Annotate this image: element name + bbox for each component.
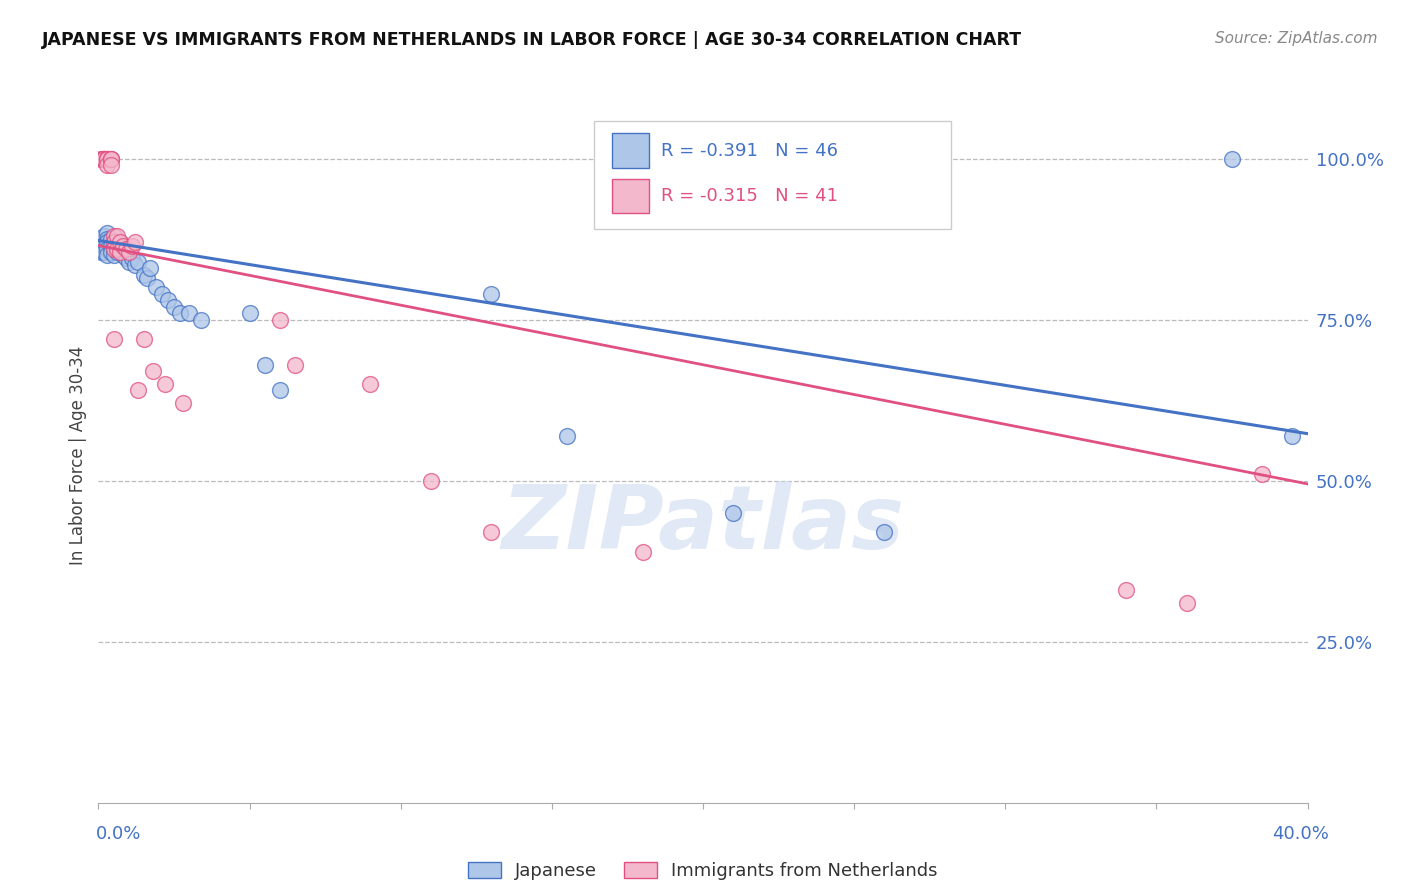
Point — [360, 377, 382, 392]
Point — [481, 286, 503, 301]
Point — [103, 248, 125, 262]
Point — [150, 286, 173, 301]
Point — [145, 280, 167, 294]
Text: 0.0%: 0.0% — [96, 825, 141, 843]
Point — [111, 248, 134, 262]
Point — [93, 152, 115, 166]
Point — [1115, 583, 1137, 598]
Text: Source: ZipAtlas.com: Source: ZipAtlas.com — [1215, 31, 1378, 46]
Point — [103, 332, 125, 346]
Point — [190, 312, 212, 326]
Point — [93, 152, 115, 166]
Point — [127, 254, 149, 268]
Point — [139, 261, 162, 276]
Point — [111, 238, 134, 252]
Text: ZIPatlas: ZIPatlas — [502, 481, 904, 568]
Bar — [613, 134, 648, 169]
Point — [135, 270, 157, 285]
Point — [96, 226, 118, 240]
Point — [103, 242, 125, 256]
Point — [93, 244, 115, 259]
Point — [127, 384, 149, 398]
Point — [142, 364, 165, 378]
Point — [100, 238, 122, 252]
Point — [269, 312, 291, 326]
Point — [100, 152, 122, 166]
Point — [269, 384, 291, 398]
Point — [253, 358, 276, 372]
Point — [96, 242, 118, 256]
Point — [96, 248, 118, 262]
Point — [93, 238, 115, 252]
Point — [239, 306, 262, 320]
Point — [1251, 467, 1274, 482]
Point — [156, 293, 179, 308]
Point — [105, 242, 128, 256]
Point — [100, 152, 122, 166]
Point — [169, 306, 191, 320]
Point — [1175, 596, 1198, 610]
Point — [121, 238, 143, 252]
Point — [118, 244, 141, 259]
Point — [96, 235, 118, 250]
Point — [100, 232, 122, 246]
Point — [105, 244, 128, 259]
Point — [555, 428, 578, 442]
Point — [121, 252, 143, 266]
Point — [100, 158, 122, 172]
Point — [114, 252, 136, 266]
Point — [153, 377, 176, 392]
Bar — [613, 178, 648, 213]
Point — [96, 152, 118, 166]
Point — [103, 235, 125, 250]
Point — [284, 358, 307, 372]
Point — [100, 152, 122, 166]
Point — [163, 300, 186, 314]
Text: R = -0.315   N = 41: R = -0.315 N = 41 — [661, 187, 838, 205]
Text: JAPANESE VS IMMIGRANTS FROM NETHERLANDS IN LABOR FORCE | AGE 30-34 CORRELATION C: JAPANESE VS IMMIGRANTS FROM NETHERLANDS … — [42, 31, 1022, 49]
Point — [172, 396, 194, 410]
Point — [124, 258, 146, 272]
Point — [105, 228, 128, 243]
Point — [631, 544, 654, 558]
Point — [114, 242, 136, 256]
Point — [96, 158, 118, 172]
Point — [723, 506, 745, 520]
Point — [108, 235, 131, 250]
Point — [96, 152, 118, 166]
FancyBboxPatch shape — [595, 121, 950, 229]
Point — [93, 228, 115, 243]
Point — [873, 525, 896, 540]
Point — [108, 235, 131, 250]
Point — [124, 235, 146, 250]
Point — [118, 244, 141, 259]
Point — [90, 244, 112, 259]
Point — [105, 238, 128, 252]
Point — [96, 152, 118, 166]
Point — [96, 232, 118, 246]
Text: R = -0.391   N = 46: R = -0.391 N = 46 — [661, 142, 838, 160]
Point — [481, 525, 503, 540]
Point — [179, 306, 201, 320]
Point — [108, 244, 131, 259]
Point — [118, 254, 141, 268]
Point — [1220, 152, 1243, 166]
Text: 40.0%: 40.0% — [1272, 825, 1329, 843]
Point — [90, 152, 112, 166]
Point — [132, 268, 155, 282]
Point — [108, 242, 131, 256]
Point — [132, 332, 155, 346]
Y-axis label: In Labor Force | Age 30-34: In Labor Force | Age 30-34 — [69, 345, 87, 565]
Point — [103, 235, 125, 250]
Point — [100, 244, 122, 259]
Point — [90, 152, 112, 166]
Point — [93, 152, 115, 166]
Point — [1281, 428, 1303, 442]
Point — [90, 235, 112, 250]
Point — [93, 152, 115, 166]
Legend: Japanese, Immigrants from Netherlands: Japanese, Immigrants from Netherlands — [461, 855, 945, 888]
Point — [103, 242, 125, 256]
Point — [420, 474, 443, 488]
Point — [103, 228, 125, 243]
